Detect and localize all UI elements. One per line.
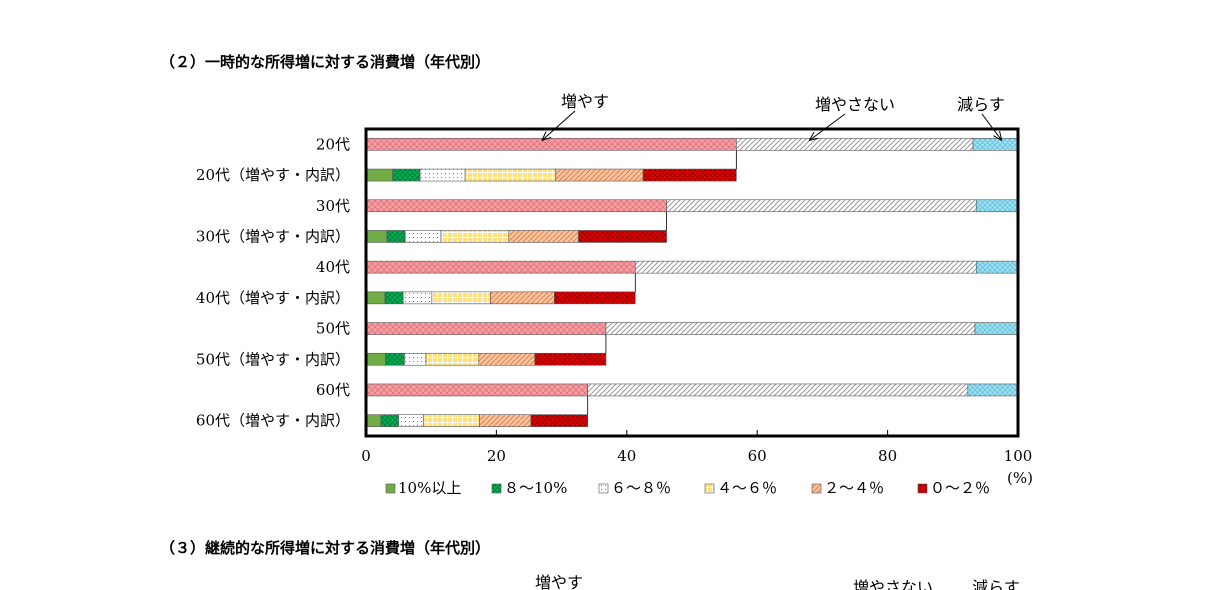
section-3-annotation-label: 増やさない bbox=[853, 578, 933, 590]
section-2-title: （２）一時的な所得増に対する消費増（年代別） bbox=[160, 53, 491, 71]
bar-segment bbox=[419, 168, 466, 182]
bar-segment bbox=[385, 352, 405, 366]
category-label: 60代 bbox=[316, 381, 350, 399]
bar-segment bbox=[386, 230, 406, 243]
legend-label: 10%以上 bbox=[398, 479, 461, 497]
legend-label: ６～８％ bbox=[611, 479, 671, 497]
x-tick-label: 60 bbox=[748, 447, 767, 465]
bar-segment bbox=[555, 168, 644, 182]
bar-segment bbox=[404, 230, 442, 243]
bar-segment bbox=[479, 414, 532, 427]
legend-swatch bbox=[704, 483, 715, 494]
legend-label: ４～６％ bbox=[717, 479, 777, 497]
bar-segment bbox=[490, 291, 555, 305]
annotation-label: 増やさない bbox=[815, 95, 895, 114]
bar-segment bbox=[967, 383, 1019, 397]
bar-segment bbox=[384, 291, 404, 305]
category-label: 40代（増やす・内訳） bbox=[196, 289, 350, 307]
legend-label: ２～４％ bbox=[824, 479, 884, 497]
bar-segment bbox=[530, 414, 588, 427]
bar-segment bbox=[365, 168, 394, 182]
x-tick-label: 0 bbox=[361, 447, 371, 465]
bar-segment bbox=[587, 383, 969, 397]
bar-segment bbox=[736, 138, 974, 151]
bar-segment bbox=[398, 414, 424, 427]
legend-label: ８～10% bbox=[504, 479, 567, 497]
bar-segment bbox=[642, 168, 737, 182]
x-tick-label: 40 bbox=[617, 447, 636, 465]
legend-label: ０～２％ bbox=[930, 479, 990, 497]
annotation-arrow bbox=[981, 113, 1002, 140]
category-label: 30代 bbox=[316, 197, 350, 215]
bar-segment bbox=[380, 414, 399, 427]
annotation-label: 増やす bbox=[561, 92, 609, 111]
category-label: 40代 bbox=[316, 258, 350, 276]
bar-segment bbox=[666, 199, 977, 213]
bar-segment bbox=[975, 199, 1019, 213]
x-unit-label: (%) bbox=[1007, 469, 1033, 487]
annotation-label: 減らす bbox=[957, 95, 1005, 114]
category-label: 20代（増やす・内訳） bbox=[196, 166, 350, 184]
bar-segment bbox=[423, 414, 480, 427]
bar-segment bbox=[431, 291, 491, 305]
bar-segment bbox=[634, 260, 977, 274]
bar-segment bbox=[365, 322, 607, 335]
bar-segment bbox=[464, 168, 557, 182]
x-tick-label: 100 bbox=[1004, 447, 1033, 465]
category-label: 60代（増やす・内訳） bbox=[196, 412, 350, 430]
bar-segment bbox=[578, 230, 667, 243]
bar-segment bbox=[365, 230, 388, 243]
bar-segment bbox=[365, 291, 386, 305]
bar-segment bbox=[534, 352, 607, 366]
annotation-arrow bbox=[809, 113, 846, 140]
bar-segment bbox=[508, 230, 579, 243]
category-label: 20代 bbox=[316, 135, 350, 153]
bar-segment bbox=[365, 383, 588, 397]
bar-segment bbox=[365, 138, 737, 151]
legend-swatch bbox=[491, 483, 502, 494]
section-3-annotation-label: 減らす bbox=[972, 578, 1020, 590]
bar-segment bbox=[972, 138, 1019, 151]
x-tick-label: 80 bbox=[878, 447, 897, 465]
legend-swatch bbox=[598, 483, 609, 494]
bar-segment bbox=[365, 260, 636, 274]
bar-segment bbox=[974, 322, 1019, 335]
bar-segment bbox=[365, 352, 386, 366]
bar-segment bbox=[478, 352, 536, 366]
category-label: 50代 bbox=[316, 320, 350, 338]
section-3-title: （３）継続的な所得増に対する消費増（年代別） bbox=[160, 539, 491, 557]
legend-swatch bbox=[917, 483, 928, 494]
legend-swatch bbox=[385, 483, 396, 494]
bar-segment bbox=[975, 260, 1019, 274]
bar-segment bbox=[425, 352, 480, 366]
bar-segment bbox=[402, 291, 433, 305]
category-label: 50代（増やす・内訳） bbox=[196, 350, 350, 368]
bar-segment bbox=[365, 199, 667, 213]
bar-segment bbox=[404, 352, 427, 366]
section-3-annotation-label: 増やす bbox=[535, 573, 583, 590]
category-label: 30代（増やす・内訳） bbox=[196, 227, 350, 245]
x-tick-label: 20 bbox=[487, 447, 506, 465]
plot-frame bbox=[364, 127, 1020, 438]
legend-swatch bbox=[811, 483, 822, 494]
annotation-arrow bbox=[542, 110, 576, 140]
bar-segment bbox=[440, 230, 510, 243]
bar-segment bbox=[605, 322, 976, 335]
bar-segment bbox=[554, 291, 636, 305]
bar-segment bbox=[365, 414, 382, 427]
bar-segment bbox=[392, 168, 421, 182]
